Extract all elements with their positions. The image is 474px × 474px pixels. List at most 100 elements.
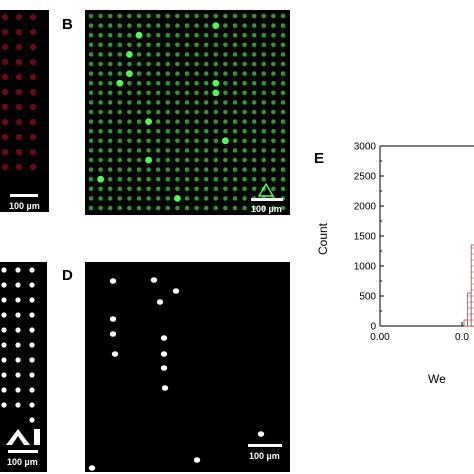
- green-dot: [271, 90, 276, 96]
- green-dot: [251, 61, 257, 67]
- green-dot: [136, 71, 142, 76]
- green-dot: [203, 109, 209, 115]
- red-dot: [1, 148, 9, 156]
- green-dot: [271, 186, 276, 192]
- green-dot: [155, 205, 161, 211]
- white-dot: [29, 372, 35, 378]
- green-dot: [127, 32, 132, 38]
- particle: [193, 457, 201, 463]
- green-dot: [271, 71, 276, 76]
- green-dot: [271, 119, 276, 124]
- green-dot: [271, 138, 276, 144]
- green-dot: [203, 23, 209, 28]
- green-dot: [271, 128, 276, 134]
- green-dot: [213, 148, 219, 153]
- green-dot: [155, 90, 161, 96]
- green-dot: [146, 42, 151, 48]
- green-dot: [98, 100, 103, 105]
- green-dot: [107, 90, 113, 96]
- green-dot: [242, 71, 247, 76]
- green-dot: [271, 52, 276, 57]
- green-dot: [175, 100, 180, 105]
- green-dot: [184, 71, 190, 76]
- panel-d-scale-label: 100 µm: [249, 451, 280, 461]
- panel-b-scale-label: 100 µm: [251, 204, 282, 214]
- green-dot: [203, 42, 209, 48]
- green-dot: [213, 196, 219, 201]
- green-dot: [261, 23, 267, 28]
- red-dot: [15, 103, 23, 111]
- green-dot: [136, 205, 142, 211]
- green-dot: [271, 157, 276, 163]
- green-dot: [107, 119, 113, 124]
- red-dot: [15, 163, 23, 171]
- green-dot: [165, 61, 171, 67]
- green-dot: [194, 13, 199, 19]
- green-dot: [127, 167, 132, 172]
- green-dot: [146, 52, 151, 57]
- green-dot: [127, 13, 132, 19]
- red-dot: [29, 43, 37, 51]
- green-dot: [261, 80, 267, 86]
- green-dot: [117, 109, 123, 115]
- green-dot: [165, 157, 171, 163]
- green-dot: [251, 176, 257, 182]
- red-dot: [15, 88, 23, 96]
- green-dot: [88, 157, 94, 163]
- red-dot: [29, 148, 37, 156]
- green-dot: [136, 109, 142, 115]
- green-dot: [203, 61, 209, 67]
- green-dot: [117, 148, 123, 153]
- panel-d-label: D: [62, 267, 73, 284]
- green-dot: [251, 90, 257, 96]
- red-dot: [1, 133, 9, 141]
- green-dot: [98, 61, 103, 67]
- green-dot: [261, 42, 267, 48]
- green-dot: [280, 90, 286, 96]
- green-dot: [194, 80, 199, 86]
- green-dot: [136, 196, 142, 201]
- green-dot: [136, 148, 142, 153]
- panel-d-scale-bar: [248, 444, 282, 447]
- green-dot: [280, 61, 286, 67]
- green-dot: [165, 52, 171, 57]
- white-dot: [29, 327, 35, 333]
- green-dot: [127, 128, 132, 134]
- panel-d-image: 100 µm: [85, 262, 290, 472]
- white-dot: [15, 342, 21, 348]
- particle: [156, 299, 164, 305]
- green-dot: [88, 205, 94, 211]
- green-dot: [117, 71, 123, 76]
- green-dot: [223, 186, 228, 192]
- green-dot: [251, 52, 257, 57]
- green-dot: [127, 148, 132, 153]
- green-dot: [213, 128, 219, 134]
- green-dot: [184, 205, 190, 211]
- green-dot: [136, 100, 142, 105]
- green-dot: [242, 148, 247, 153]
- green-dot: [242, 23, 247, 28]
- histogram-bar: [470, 244, 474, 327]
- green-dot: [127, 61, 132, 67]
- green-dot: [136, 157, 142, 163]
- green-dot: [175, 42, 180, 48]
- green-dot: [271, 100, 276, 105]
- white-dot: [15, 267, 21, 273]
- green-dot: [127, 196, 132, 201]
- green-dot: [280, 128, 286, 134]
- bright-green-dot: [212, 89, 220, 97]
- green-dot: [146, 71, 151, 76]
- green-dot: [242, 128, 247, 134]
- green-dot: [203, 52, 209, 57]
- green-dot: [184, 61, 190, 67]
- bright-green-dot: [97, 175, 104, 183]
- green-dot: [251, 42, 257, 48]
- green-dot: [88, 80, 94, 86]
- green-dot: [127, 90, 132, 96]
- green-dot: [165, 167, 171, 172]
- green-dot: [223, 176, 228, 182]
- green-dot: [251, 148, 257, 153]
- green-dot: [213, 61, 219, 67]
- green-dot: [175, 109, 180, 115]
- green-dot: [251, 167, 257, 172]
